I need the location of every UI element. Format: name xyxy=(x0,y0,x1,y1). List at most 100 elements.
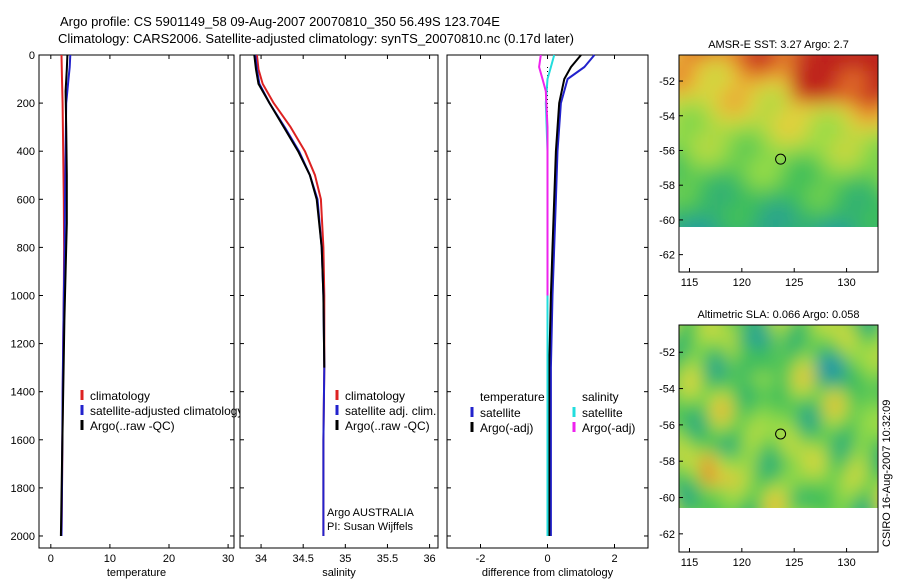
heatmap-cell xyxy=(839,485,848,494)
heatmap-cell xyxy=(807,159,816,168)
heatmap-cell xyxy=(791,95,800,104)
heatmap-cell xyxy=(847,405,856,414)
heatmap-cell xyxy=(847,421,856,430)
heatmap-cell xyxy=(823,469,832,478)
heatmap-cell xyxy=(831,333,840,342)
x-tick-label: 2 xyxy=(611,553,617,565)
heatmap-cell xyxy=(831,95,840,104)
heatmap-cell xyxy=(783,207,792,216)
heatmap-cell xyxy=(719,365,728,374)
heatmap-cell xyxy=(663,199,672,208)
heatmap-cell xyxy=(807,79,816,88)
heatmap-cell xyxy=(759,413,768,422)
heatmap-cell xyxy=(687,191,696,200)
heatmap-cell xyxy=(735,95,744,104)
heatmap-cell xyxy=(807,429,816,438)
heatmap-cell xyxy=(887,199,896,208)
heatmap-cell xyxy=(671,39,680,48)
heatmap-cell xyxy=(791,381,800,390)
heatmap-cell xyxy=(847,389,856,398)
heatmap-cell xyxy=(879,119,888,128)
heatmap-cell xyxy=(751,159,760,168)
heatmap-cell xyxy=(711,175,720,184)
heatmap-cell xyxy=(791,55,800,64)
heatmap-cell xyxy=(687,71,696,80)
heatmap-cell xyxy=(847,453,856,462)
heatmap-cell xyxy=(855,207,864,216)
heatmap-cell xyxy=(751,71,760,80)
heatmap-cell xyxy=(687,309,696,318)
heatmap-cell xyxy=(799,333,808,342)
heatmap-cell xyxy=(687,501,696,508)
heatmap-cell xyxy=(855,485,864,494)
heatmap-cell xyxy=(711,405,720,414)
heatmap-cell xyxy=(767,461,776,470)
y-tick-label: -60 xyxy=(659,493,675,505)
heatmap-cell xyxy=(719,357,728,366)
heatmap-cell xyxy=(879,199,888,208)
heatmap-cell xyxy=(855,191,864,200)
heatmap-cell xyxy=(847,215,856,224)
heatmap-cell xyxy=(687,341,696,350)
heatmap-cell xyxy=(679,135,688,144)
heatmap-cell xyxy=(879,309,888,318)
heatmap-cell xyxy=(863,333,872,342)
heatmap-cell xyxy=(847,413,856,422)
heatmap-cell xyxy=(775,389,784,398)
heatmap-cell xyxy=(695,397,704,406)
heatmap-cell xyxy=(839,111,848,120)
heatmap-cell xyxy=(871,421,878,430)
heatmap-cell xyxy=(847,199,856,208)
heatmap-cells xyxy=(679,309,888,508)
heatmap-cell xyxy=(735,119,744,128)
x-tick-label: 130 xyxy=(837,277,855,289)
heatmap-cell xyxy=(687,381,696,390)
heatmap-cell xyxy=(871,381,878,390)
heatmap-cell xyxy=(727,191,736,200)
heatmap-cell xyxy=(831,461,840,470)
series-line xyxy=(549,54,596,536)
heatmap-cell xyxy=(823,159,832,168)
heatmap-cell xyxy=(823,357,832,366)
heatmap-cell xyxy=(855,159,864,168)
heatmap-cell xyxy=(863,159,872,168)
heatmap-cell xyxy=(855,199,864,208)
heatmap-cell xyxy=(751,95,760,104)
heatmap-cell xyxy=(695,485,704,494)
heatmap-cell xyxy=(839,381,848,390)
heatmap-cell xyxy=(863,349,872,358)
heatmap-cell xyxy=(783,79,792,88)
heatmap-cell xyxy=(759,373,768,382)
heatmap-cell xyxy=(687,167,696,176)
heatmap-cell xyxy=(695,151,704,160)
heatmap-cell xyxy=(815,501,824,508)
heatmap-cell xyxy=(847,159,856,168)
heatmap-cell xyxy=(663,87,672,96)
heatmap-cell xyxy=(695,405,704,414)
heatmap-cell xyxy=(791,429,800,438)
heatmap-cell xyxy=(759,159,768,168)
heatmap-cell xyxy=(743,341,752,350)
heatmap-cell xyxy=(687,127,696,136)
heatmap-cell xyxy=(743,175,752,184)
heatmap-cell xyxy=(767,103,776,112)
heatmap-cell xyxy=(831,437,840,446)
heatmap-cell xyxy=(711,365,720,374)
heatmap-cell xyxy=(775,413,784,422)
heatmap-cell xyxy=(679,143,688,152)
heatmap-cell xyxy=(735,493,744,502)
heatmap-cell xyxy=(735,477,744,486)
heatmap-cell xyxy=(687,453,696,462)
heatmap-cell xyxy=(743,143,752,152)
heatmap-cell xyxy=(703,175,712,184)
heatmap-cell xyxy=(735,167,744,176)
heatmap-cell xyxy=(783,63,792,72)
heatmap-cell xyxy=(695,223,704,227)
heatmap-cell xyxy=(855,87,864,96)
heatmap-cell xyxy=(711,215,720,224)
heatmap-cell xyxy=(847,191,856,200)
heatmap-cell xyxy=(759,429,768,438)
heatmap-cell xyxy=(719,461,728,470)
heatmap-cell xyxy=(751,333,760,342)
heatmap-cell xyxy=(735,485,744,494)
